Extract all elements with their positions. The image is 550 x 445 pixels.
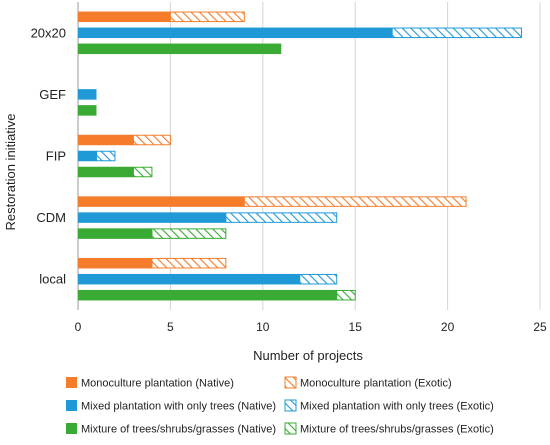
bar-20x20-1-exotic xyxy=(391,27,523,39)
bar-CDM-0-native xyxy=(78,196,245,207)
y-tick-local: local xyxy=(39,272,66,287)
legend-swatch-4 xyxy=(66,423,77,434)
x-tick-labels: 0 5 10 15 20 25 xyxy=(75,320,547,334)
bar-local-1-native xyxy=(78,273,300,285)
bar-local-2-native xyxy=(78,289,337,301)
y-tick-CDM: CDM xyxy=(36,210,66,225)
bar-GEF-1-native xyxy=(78,89,97,100)
bar-FIP-0-native xyxy=(78,134,134,146)
x-tick-5: 5 xyxy=(167,320,174,334)
x-tick-15: 15 xyxy=(349,320,363,334)
y-tick-labels: 20x20 GEF FIP CDM local xyxy=(31,25,67,286)
y-tick-20x20: 20x20 xyxy=(31,25,66,40)
bar-CDM-1-exotic xyxy=(225,212,338,223)
x-tick-0: 0 xyxy=(75,320,82,334)
legend-swatch-2 xyxy=(66,400,77,411)
legend-label-2: Mixed plantation with only trees (Native… xyxy=(81,401,276,413)
bar-20x20-2-native xyxy=(78,43,282,55)
bar-FIP-2-exotic xyxy=(132,166,153,178)
bar-20x20-0-native xyxy=(78,11,171,23)
legend-label-4: Mixture of trees/shrubs/grasses (Native) xyxy=(81,424,276,436)
legend-swatch-1 xyxy=(284,376,297,389)
y-tick-FIP: FIP xyxy=(46,149,66,164)
bar-20x20-1-native xyxy=(78,27,393,39)
bar-20x20-0-exotic xyxy=(169,11,245,23)
bar-FIP-0-exotic xyxy=(132,134,171,146)
bar-FIP-2-native xyxy=(78,166,134,178)
legend-label-3: Mixed plantation with only trees (Exotic… xyxy=(300,401,494,413)
bar-CDM-0-exotic xyxy=(243,196,467,207)
legend-label-1: Monoculture plantation (Exotic) xyxy=(300,378,452,390)
bar-FIP-1-native xyxy=(78,150,97,162)
bar-FIP-1-exotic xyxy=(95,150,116,162)
bars xyxy=(78,11,523,301)
x-tick-10: 10 xyxy=(256,320,270,334)
bar-local-1-exotic xyxy=(299,273,338,285)
legend: Monoculture plantation (Native) Monocultu… xyxy=(66,376,494,436)
x-tick-20: 20 xyxy=(441,320,455,334)
legend-label-0: Monoculture plantation (Native) xyxy=(81,378,234,390)
legend-swatch-0 xyxy=(66,377,77,388)
legend-swatch-5 xyxy=(284,422,297,435)
bar-CDM-1-native xyxy=(78,212,226,223)
bar-local-0-exotic xyxy=(151,257,227,269)
y-tick-GEF: GEF xyxy=(39,87,66,102)
x-tick-25: 25 xyxy=(533,320,547,334)
bar-CDM-2-exotic xyxy=(151,228,227,239)
bar-CDM-2-native xyxy=(78,228,152,239)
y-axis-title: Restoration initiative xyxy=(3,113,18,230)
legend-label-5: Mixture of trees/shrubs/grasses (Exotic) xyxy=(300,424,494,436)
bar-local-0-native xyxy=(78,257,152,269)
x-axis-title: Number of projects xyxy=(253,348,363,363)
legend-swatch-3 xyxy=(284,399,297,412)
bar-GEF-2-native xyxy=(78,105,97,116)
bar-local-2-exotic xyxy=(336,289,356,301)
